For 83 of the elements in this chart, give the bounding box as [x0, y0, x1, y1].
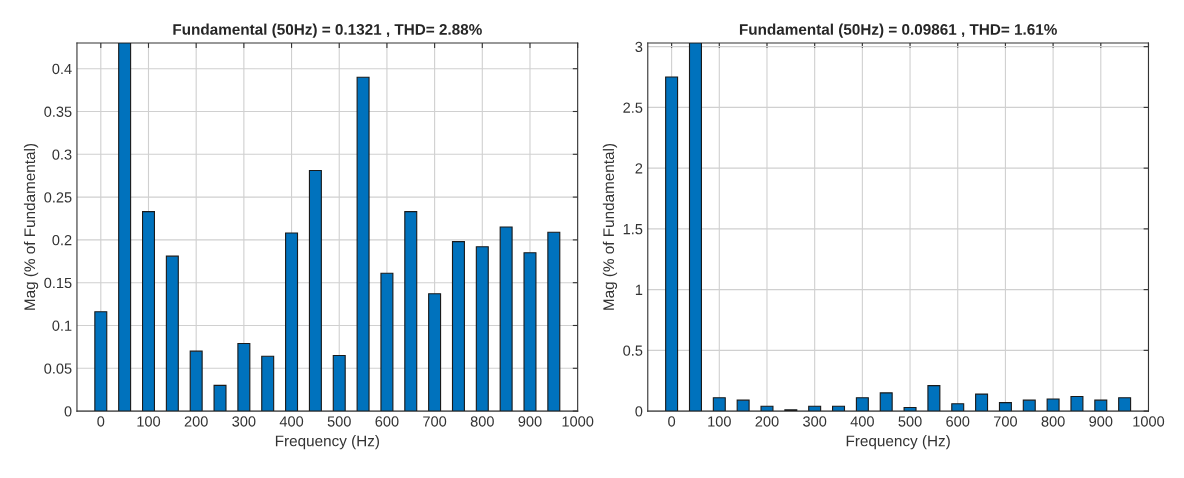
x-axis-title: Frequency (Hz) [275, 435, 380, 450]
bar [688, 43, 702, 412]
x-tick-label: 1000 [562, 416, 594, 427]
bar [308, 170, 322, 412]
bar [927, 385, 941, 412]
bar [475, 246, 489, 412]
bar [665, 76, 679, 412]
x-tick-label: 400 [279, 416, 304, 427]
bar [547, 231, 561, 412]
y-axis-title: Mag (% of Fundamental) [602, 143, 618, 310]
bar [356, 76, 370, 412]
chart-title: Fundamental (50Hz) = 0.1321 , THD= 2.88% [173, 23, 482, 38]
bar [499, 226, 513, 412]
y-tick-label: 0.35 [44, 106, 72, 117]
y-tick-label: 0.4 [52, 63, 72, 75]
bar [879, 392, 893, 412]
bar [237, 342, 251, 412]
bar [380, 272, 394, 412]
y-tick-label: 0.5 [623, 345, 643, 356]
x-tick-label: 600 [946, 416, 970, 427]
y-tick-label: 2 [635, 163, 643, 174]
x-tick-label: 500 [327, 416, 351, 427]
y-tick-label: 0.25 [44, 192, 72, 203]
bar [951, 403, 965, 412]
bar [404, 211, 418, 412]
chart-title: Fundamental (50Hz) = 0.09861 , THD= 1.61% [739, 23, 1057, 38]
bar [736, 399, 750, 412]
y-tick-label: 1.5 [623, 224, 643, 235]
bar [285, 232, 299, 412]
bar [712, 397, 726, 412]
y-tick-label: 0.3 [52, 149, 72, 160]
bar [760, 405, 774, 412]
bar [189, 350, 203, 412]
bar [165, 255, 179, 412]
x-tick-label: 900 [1089, 416, 1113, 427]
bar [1070, 395, 1084, 412]
x-tick-label: 500 [898, 416, 922, 427]
x-axis-title: Frequency (Hz) [846, 435, 950, 450]
bar [451, 241, 465, 412]
bar [1094, 399, 1108, 412]
y-axis-title: Mag (% of Fundamental) [23, 143, 39, 310]
y-tick-label: 0 [635, 406, 643, 417]
y-tick-label: 3 [635, 41, 643, 53]
x-tick-label: 700 [423, 416, 447, 427]
y-tick-label: 0 [64, 406, 72, 417]
bar [261, 355, 275, 412]
bar [808, 405, 822, 412]
bar [1022, 399, 1036, 412]
x-tick-label: 1000 [1133, 416, 1165, 427]
y-tick-label: 1 [635, 284, 643, 295]
y-tick-label: 2.5 [623, 102, 643, 113]
bar [332, 354, 346, 412]
x-tick-label: 800 [1041, 416, 1065, 427]
x-tick-label: 200 [184, 416, 208, 427]
y-tick-label: 0.15 [44, 277, 72, 289]
x-tick-label: 200 [755, 416, 779, 427]
bar [855, 397, 869, 412]
bar [523, 252, 537, 412]
bar [1118, 397, 1132, 412]
y-tick-label: 0.1 [52, 320, 72, 331]
bar [832, 405, 846, 412]
bar [94, 311, 108, 412]
bar [141, 211, 156, 412]
x-tick-label: 800 [470, 416, 494, 427]
bar [1046, 398, 1060, 412]
x-tick-label: 600 [375, 416, 399, 427]
x-tick-label: 0 [97, 416, 105, 427]
x-tick-label: 400 [850, 416, 874, 427]
x-tick-label: 900 [518, 416, 542, 427]
bar [903, 406, 917, 412]
y-tick-label: 0.2 [52, 234, 72, 246]
y-tick-label: 0.05 [44, 363, 72, 374]
x-tick-label: 300 [803, 416, 827, 427]
bar [975, 393, 989, 412]
x-tick-label: 100 [708, 416, 731, 427]
x-tick-label: 700 [994, 416, 1018, 427]
bar [998, 402, 1012, 412]
bar [118, 43, 132, 412]
bar [213, 384, 227, 412]
x-tick-label: 0 [668, 416, 676, 427]
x-tick-label: 300 [232, 416, 256, 427]
bar [428, 293, 442, 412]
x-tick-label: 100 [137, 416, 161, 427]
